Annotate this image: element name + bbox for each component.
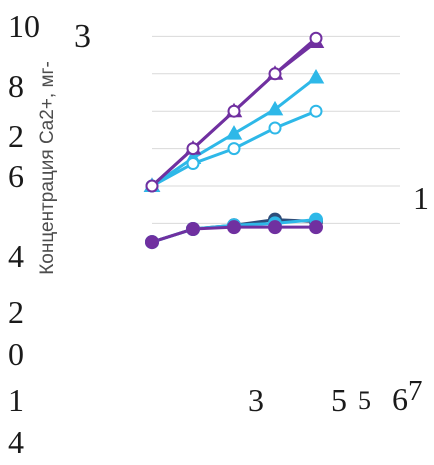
data-point-s3-5 (309, 104, 323, 118)
annotation-2: 2 (8, 118, 24, 154)
data-point-s3-3 (227, 142, 241, 156)
y-tick-label-6: 6 (8, 158, 24, 194)
data-point-s4-1 (145, 179, 159, 193)
data-point-s7-2 (186, 222, 200, 237)
x-tick-label-5: 5 (331, 382, 347, 418)
annotation-5: 5 (358, 386, 371, 415)
data-point-s2-5 (307, 69, 325, 84)
data-point-s7-5 (309, 220, 323, 235)
data-point-s7-1 (145, 235, 159, 250)
annotation-3: 3 (74, 18, 91, 55)
data-point-s3-4 (268, 121, 282, 135)
data-point-s4-2 (186, 142, 200, 156)
y-tick-label-10: 10 (8, 8, 40, 44)
data-point-s2-4 (266, 100, 284, 116)
annotation-1: 1 (413, 180, 429, 216)
annotation-7: 7 (408, 375, 423, 407)
data-point-s4-3 (227, 104, 241, 118)
y-tick-label-4: 4 (8, 238, 24, 274)
y-tick-label-2: 2 (8, 294, 24, 330)
data-point-s4-5 (309, 31, 323, 45)
data-point-s4-4 (268, 67, 282, 81)
data-point-s7-3 (227, 220, 241, 235)
annotation-6: 6 (392, 381, 408, 417)
data-point-s2-3 (225, 125, 243, 140)
x-tick-label-1: 1 (8, 382, 24, 418)
data-point-s7-4 (268, 220, 282, 235)
y-tick-label-0: 0 (8, 336, 24, 372)
x-tick-label-3: 3 (248, 382, 264, 418)
y-tick-label-8: 8 (8, 68, 24, 104)
annotation-4: 4 (8, 424, 24, 460)
data-point-s3-2 (186, 157, 200, 171)
series-lines (150, 36, 318, 244)
series-markers (143, 31, 325, 250)
